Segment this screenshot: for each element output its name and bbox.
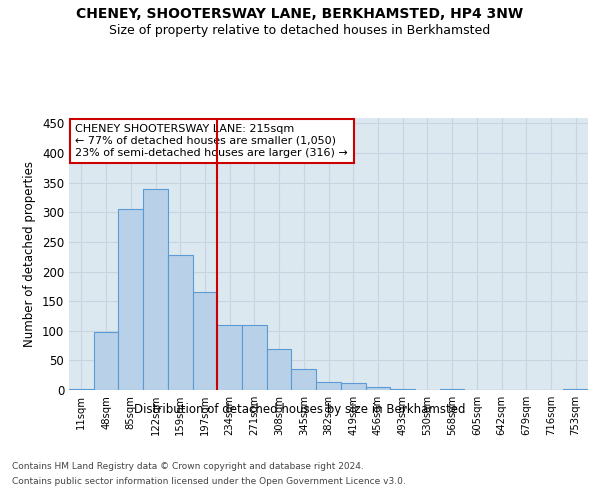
Bar (316, 382, 341, 390)
Bar (365, 387, 390, 390)
Text: Size of property relative to detached houses in Berkhamsted: Size of property relative to detached ho… (109, 24, 491, 37)
Text: CHENEY, SHOOTERSWAY LANE, BERKHAMSTED, HP4 3NW: CHENEY, SHOOTERSWAY LANE, BERKHAMSTED, H… (76, 8, 524, 22)
Bar (267, 349, 292, 390)
Bar (168, 255, 193, 390)
Bar (69, 389, 94, 390)
Text: Contains public sector information licensed under the Open Government Licence v3: Contains public sector information licen… (12, 477, 406, 486)
Bar (217, 326, 242, 390)
Y-axis label: Number of detached properties: Number of detached properties (23, 161, 37, 347)
Bar (193, 292, 217, 390)
Bar (341, 383, 365, 390)
Text: Distribution of detached houses by size in Berkhamsted: Distribution of detached houses by size … (134, 402, 466, 415)
Text: CHENEY SHOOTERSWAY LANE: 215sqm
← 77% of detached houses are smaller (1,050)
23%: CHENEY SHOOTERSWAY LANE: 215sqm ← 77% of… (75, 124, 348, 158)
Text: Contains HM Land Registry data © Crown copyright and database right 2024.: Contains HM Land Registry data © Crown c… (12, 462, 364, 471)
Bar (292, 370, 316, 390)
Bar (390, 389, 415, 390)
Bar (94, 332, 118, 390)
Bar (563, 389, 588, 390)
Bar (118, 210, 143, 390)
Bar (143, 188, 168, 390)
Bar (242, 326, 267, 390)
